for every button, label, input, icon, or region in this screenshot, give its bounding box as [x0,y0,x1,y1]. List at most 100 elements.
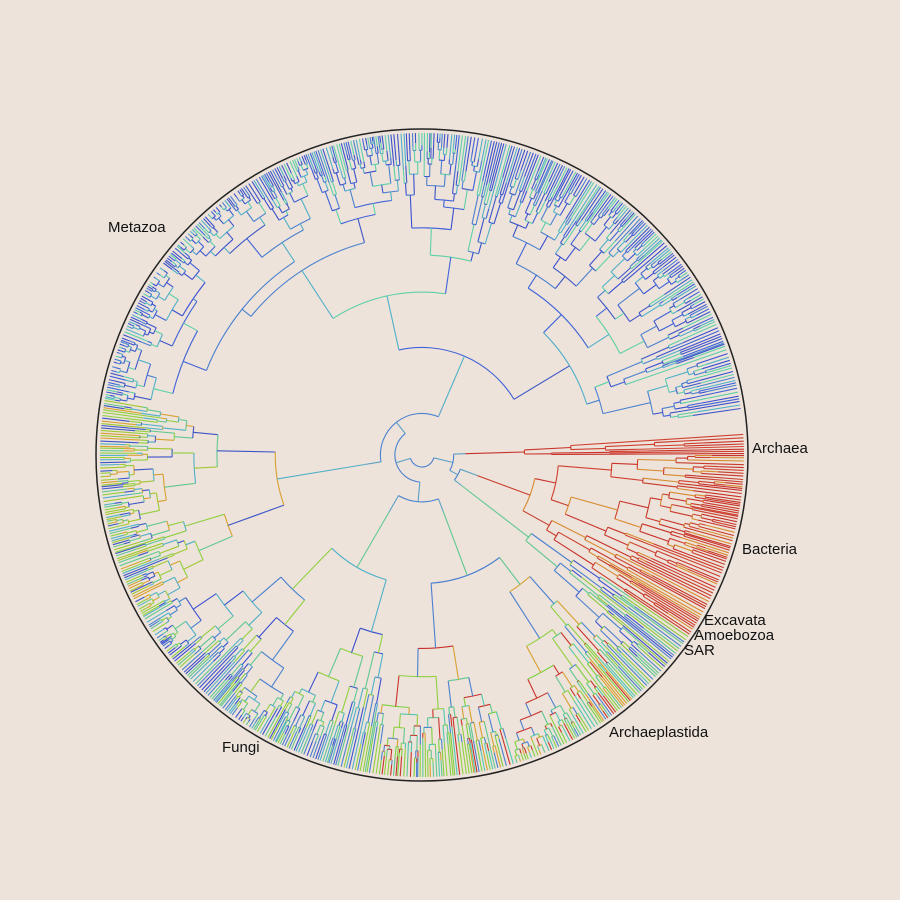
branch [100,440,139,444]
branch [121,561,147,573]
branch [573,189,577,196]
branch [669,342,684,350]
branch [526,155,542,192]
branch [122,355,126,358]
branch [256,721,264,732]
branch [141,602,160,614]
branch [179,642,183,647]
branch [228,219,235,227]
branch [113,521,118,524]
branch [655,595,699,622]
branch [305,168,309,175]
branch [564,626,587,653]
branch [564,513,607,532]
branch [583,643,596,658]
branch [312,733,317,742]
branch [698,388,709,392]
branch [237,190,241,195]
branch [666,261,680,272]
branch [590,680,596,688]
branch [235,695,239,699]
branch [187,659,205,677]
branch [626,547,638,554]
clade-label: Fungi [222,739,260,756]
branch [177,416,180,423]
branch [698,551,727,562]
branch [261,229,304,258]
branch [174,247,183,255]
branch [120,362,124,365]
branch [384,744,390,747]
branch [137,313,142,317]
branch [272,169,281,185]
branch [332,156,336,163]
branch [110,534,124,540]
branch [556,600,580,625]
branch [485,141,498,186]
branch [703,465,720,468]
branch [133,311,138,315]
branch [624,615,641,630]
branch [705,527,734,537]
branch [585,642,600,659]
branch [262,174,271,188]
branch [407,741,410,756]
branch [135,307,147,314]
branch [110,372,124,378]
branch [150,343,158,348]
branch [283,163,292,179]
branch [708,484,743,489]
branch [171,646,186,658]
branch [235,712,240,718]
branch [550,499,569,507]
branch [600,629,619,648]
branch [465,451,525,455]
branch [271,667,285,688]
branch [101,484,124,488]
branch [691,314,697,319]
branch [586,650,600,666]
branch [691,509,706,513]
branch [662,362,677,369]
branch [513,365,570,400]
branch [289,161,298,177]
branch [629,314,641,323]
branch [135,424,142,426]
branch [677,296,703,312]
branch [659,275,664,279]
branch [281,191,289,204]
branch [638,650,662,672]
branch [461,485,529,538]
branch [191,239,197,245]
branch [640,240,646,246]
branch [700,373,734,384]
branch [639,523,643,532]
branch [698,483,709,486]
branch [686,378,692,382]
branch [362,167,365,174]
branch [259,216,266,226]
branch [683,530,686,533]
branch [494,731,498,736]
branch [480,736,485,739]
branch [500,145,511,178]
branch [701,503,717,508]
branch [477,242,483,254]
branch [683,386,697,391]
branch [108,524,123,530]
branch [276,705,280,709]
branch [570,722,575,729]
branch [359,730,369,772]
branch [682,382,701,389]
branch [570,496,618,511]
branch [622,627,640,642]
branch [114,501,122,504]
branch [438,760,441,777]
branch [176,651,191,664]
branch [215,238,234,257]
branch [503,148,521,199]
branch [688,554,724,569]
branch [455,185,459,194]
branch [537,156,545,172]
branch [366,740,373,773]
